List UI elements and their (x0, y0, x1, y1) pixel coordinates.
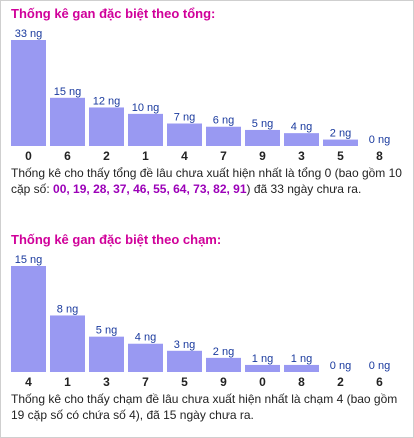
tong-bar-0 (11, 40, 46, 146)
cham-bar-0 (245, 364, 280, 372)
cham-value-label-2: 0 ng (330, 360, 351, 372)
cham-bar-9 (206, 357, 241, 372)
cham-bar-4 (11, 266, 46, 372)
tong-bar-2 (89, 107, 124, 146)
tong-description: Thống kê cho thấy tổng đề lâu chưa xuất … (11, 165, 407, 197)
cham-tick-label-4: 4 (25, 375, 32, 389)
tong-value-label-5: 2 ng (330, 128, 351, 140)
cham-value-label-0: 1 ng (252, 353, 273, 365)
tong-value-label-8: 0 ng (369, 134, 390, 146)
cham-tick-label-9: 9 (220, 375, 227, 389)
cham-bar-1 (50, 315, 85, 372)
cham-tick-label-6: 6 (376, 375, 383, 389)
tong-bar-chart: 33 ng 0 15 ng 6 12 ng 2 10 ng 1 7 ng 4 6 ng 7 5 ng 9 4… (11, 28, 390, 163)
tong-bar-7 (206, 126, 241, 146)
cham-value-label-7: 4 ng (135, 332, 156, 344)
tong-desc-numbers: 00, 19, 28, 37, 46, 55, 64, 73, 82, 91 (53, 182, 247, 196)
cham-bar-3 (89, 336, 124, 372)
cham-tick-label-7: 7 (142, 375, 149, 389)
tong-tick-label-7: 7 (220, 149, 227, 163)
tong-tick-label-8: 8 (376, 149, 383, 163)
cham-bar-8 (284, 364, 319, 372)
cham-description: Thống kê cho thấy chạm đề lâu chưa xuất … (11, 392, 398, 422)
cham-tick-label-3: 3 (103, 375, 110, 389)
tong-tick-label-9: 9 (259, 149, 266, 163)
tong-bar-4 (167, 123, 202, 146)
tong-chart-title: Thống kê gan đặc biệt theo tổng: (11, 6, 216, 21)
cham-tick-label-5: 5 (181, 375, 188, 389)
cham-value-label-1: 8 ng (57, 303, 78, 315)
tong-value-label-3: 4 ng (291, 121, 312, 133)
tong-desc-pre: Thống kê cho thấy tổng đề lâu chưa xuất … (11, 166, 402, 196)
tong-value-label-1: 10 ng (132, 102, 160, 114)
tong-tick-label-3: 3 (298, 149, 305, 163)
tong-bar-3 (284, 133, 319, 146)
tong-tick-label-1: 1 (142, 149, 149, 163)
cham-chart-title: Thống kê gan đặc biệt theo chạm: (11, 232, 222, 247)
cham-value-label-3: 5 ng (96, 325, 117, 337)
cham-value-label-5: 3 ng (174, 339, 195, 351)
tong-bar-5 (323, 139, 358, 146)
tong-value-label-2: 12 ng (93, 95, 121, 107)
cham-tick-label-8: 8 (298, 375, 305, 389)
tong-chart: 33 ng 0 15 ng 6 12 ng 2 10 ng 1 7 ng 4 6 ng 7 5 ng 9 4… (1, 25, 414, 165)
tong-tick-label-4: 4 (181, 149, 188, 163)
tong-bar-1 (128, 113, 163, 146)
tong-value-label-4: 7 ng (174, 112, 195, 124)
cham-bar-7 (128, 343, 163, 372)
cham-chart: 15 ng 4 8 ng 1 5 ng 3 4 ng 7 3 ng 5 2 ng 9 1 ng 0 1 ng… (1, 251, 414, 391)
cham-value-label-6: 0 ng (369, 360, 390, 372)
tong-value-label-6: 15 ng (54, 86, 82, 98)
cham-value-label-9: 2 ng (213, 346, 234, 358)
tong-desc-post: ) đã 33 ngày chưa ra. (246, 182, 362, 196)
cham-tick-label-0: 0 (259, 375, 266, 389)
tong-tick-label-6: 6 (64, 149, 71, 163)
tong-tick-label-2: 2 (103, 149, 110, 163)
tong-bar-9 (245, 129, 280, 146)
cham-bar-5 (167, 350, 202, 372)
tong-tick-label-0: 0 (25, 149, 32, 163)
tong-value-label-9: 5 ng (252, 118, 273, 130)
cham-tick-label-2: 2 (337, 375, 344, 389)
tong-bar-6 (50, 97, 85, 146)
cham-tick-label-1: 1 (64, 375, 71, 389)
cham-value-label-4: 15 ng (15, 254, 43, 266)
tong-tick-label-5: 5 (337, 149, 344, 163)
tong-value-label-7: 6 ng (213, 115, 234, 127)
cham-value-label-8: 1 ng (291, 353, 312, 365)
tong-value-label-0: 33 ng (15, 28, 43, 40)
